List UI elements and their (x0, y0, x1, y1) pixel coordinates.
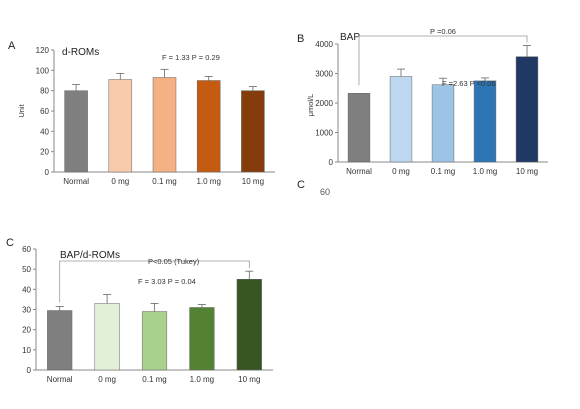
panel-a-y-tick-label: 120 (36, 46, 50, 55)
panel-c-category-label: 0.1 mg (142, 375, 166, 384)
panel-c-y-tick-label: 30 (22, 306, 31, 315)
panel-c-y-tick-label: 20 (22, 326, 31, 335)
panel-b-y-tick-label: 0 (329, 158, 334, 167)
panel-c-title: BAP/d-ROMs (60, 250, 120, 261)
panel-b-bar-4 (473, 80, 497, 163)
panel-a-y-tick-label: 80 (40, 87, 49, 96)
panel-a-y-tick-label: 20 (40, 148, 49, 157)
panel-c-stats-annotation: F = 3.03 P = 0.04 (138, 277, 196, 286)
panel-a-bar-2 (108, 79, 133, 173)
panel-c-y-tick-label: 0 (27, 366, 32, 375)
panel-c-category-label: 1.0 mg (190, 375, 214, 384)
panel-a-category-label: Normal (63, 177, 89, 186)
panel-c-y-tick-label: 10 (22, 346, 31, 355)
panel-b-y-tick-label: 3000 (315, 70, 333, 79)
panel-b-cutoff-letter: C (297, 179, 305, 191)
panel-a-category-label: 0 mg (111, 177, 129, 186)
panel-b-bar-1 (347, 93, 371, 163)
panel-a-category-label: 10 mg (242, 177, 264, 186)
panel-b-category-label: 1.0 mg (473, 167, 497, 176)
panel-c-label: C (6, 237, 14, 249)
panel-b-category-label: 0.1 mg (431, 167, 455, 176)
panel-a-label: A (8, 40, 16, 52)
panel-b-category-label: 0 mg (392, 167, 410, 176)
panel-b-bar-2 (389, 76, 413, 163)
panel-c-significance-bracket (59, 260, 250, 303)
panel-b-y-tick-label: 4000 (315, 40, 333, 49)
panel-c-bar-2 (94, 303, 120, 371)
panel-a-stats-annotation: F = 1.33 P = 0.29 (162, 53, 220, 62)
panel-b-bar-3 (431, 84, 455, 163)
panel-c-bracket-label: P<0.05 (Tukey) (148, 257, 200, 266)
panel-a-y-tick-label: 0 (45, 168, 50, 177)
panel-b-stats-annotation: F =2.63 P =0.06 (442, 79, 496, 88)
panel-b-significance-bracket (358, 35, 528, 86)
panel-c-y-tick-label: 60 (22, 245, 31, 254)
panel-c-y-tick-label: 40 (22, 285, 31, 294)
panel-b-bar-5 (515, 56, 539, 163)
panel-c-category-label: 0 mg (98, 375, 116, 384)
panel-b-bracket-label: P =0.06 (430, 27, 456, 36)
panel-a-title: d-ROMs (62, 47, 99, 58)
panel-a-category-label: 0.1 mg (152, 177, 176, 186)
panel-c-category-label: Normal (47, 375, 73, 384)
panel-c-bar-4 (189, 307, 215, 371)
panel-a-y-tick-label: 40 (40, 127, 49, 136)
panel-a-bar-4 (196, 80, 221, 173)
panel-b-y-tick-label: 2000 (315, 99, 333, 108)
panel-c-bar-5 (236, 279, 262, 371)
panel-b-cutoff-tick: 60 (320, 187, 330, 197)
panel-b-category-label: 10 mg (516, 167, 538, 176)
panel-c-bar-3 (141, 311, 168, 371)
panel-b-y-tick-label: 1000 (315, 129, 333, 138)
panel-a-category-label: 1.0 mg (196, 177, 220, 186)
panel-b-y-axis-label: μmol/L (306, 94, 315, 117)
panel-a-bar-1 (64, 90, 88, 173)
panel-c-bar-1 (47, 310, 73, 371)
panel-b-label: B (297, 33, 304, 45)
panel-b-category-label: Normal (346, 167, 372, 176)
panel-a-y-tick-label: 100 (36, 66, 50, 75)
panel-a-y-tick-label: 60 (40, 107, 49, 116)
panel-a-y-axis-label: Unit (17, 103, 26, 117)
panel-b-title: BAP (340, 32, 360, 43)
panel-a-bar-3 (152, 77, 177, 173)
panel-a-bar-5 (241, 90, 265, 173)
panel-c-y-tick-label: 50 (22, 265, 31, 274)
panel-c-category-label: 10 mg (238, 375, 260, 384)
